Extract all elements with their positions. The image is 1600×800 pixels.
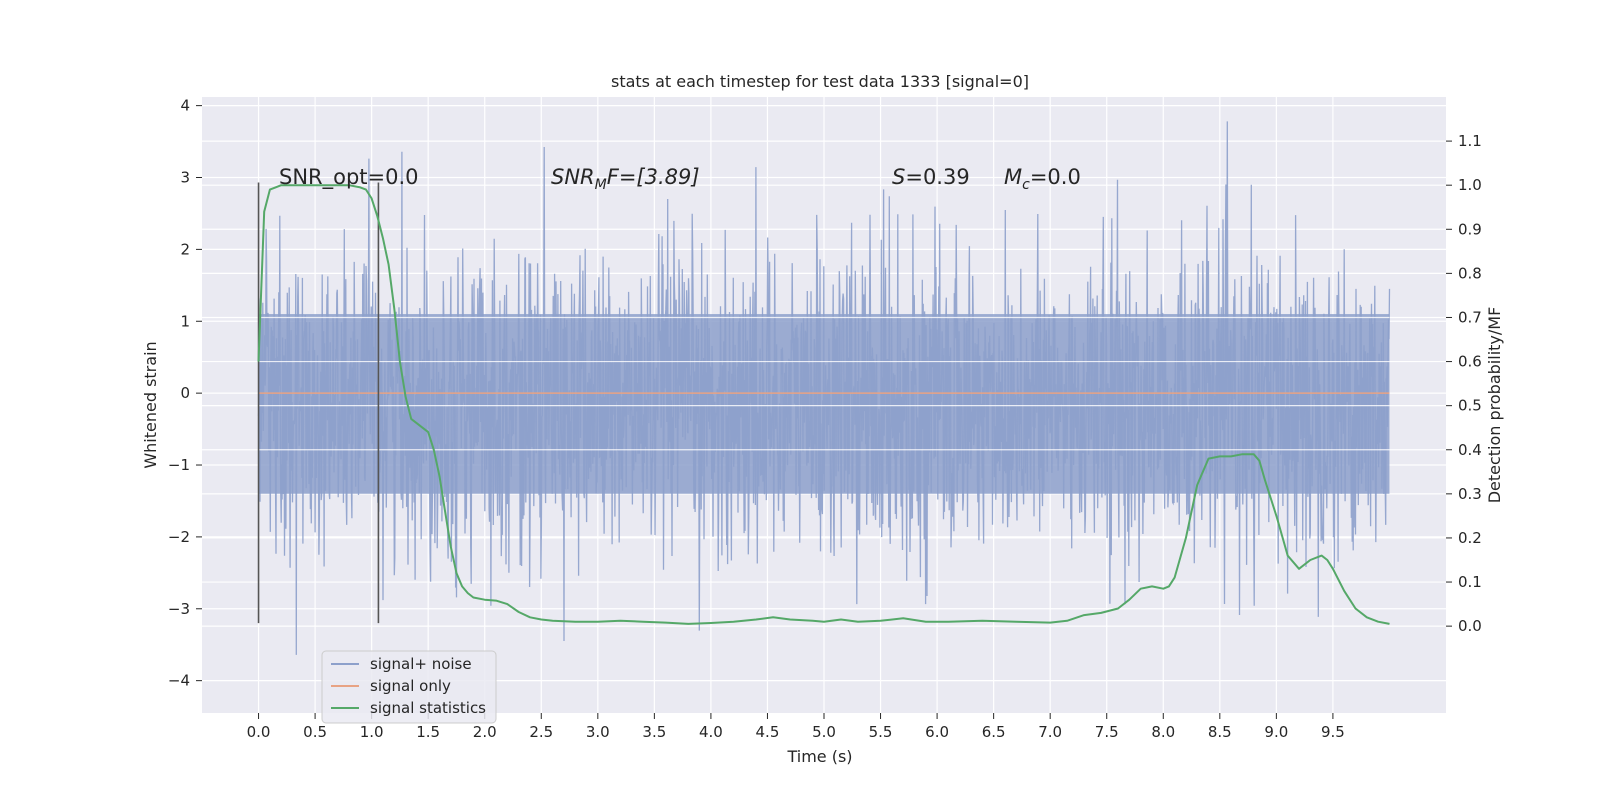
series-signal-noise [257,121,1391,655]
y2-tick-label-4: 0.4 [1458,441,1482,459]
y2-tick-label-3: 0.3 [1458,485,1482,503]
x-tick-label-3: 1.5 [416,723,440,741]
y-tick-label-8: 4 [180,97,190,115]
y2-tick-label-9: 0.9 [1458,220,1482,238]
y-axis-label: Whitened strain [141,341,160,468]
legend-label-signal-statistics: signal statistics [370,699,486,717]
annotation-snr-mf: SNRMF=[3.89] [551,165,700,193]
x-tick-label-14: 7.0 [1038,723,1062,741]
annotation-snr-mf-sub: M [595,177,607,193]
signal-statistics-line [257,184,1390,625]
y2-tick-label-8: 0.8 [1458,264,1482,282]
x-tick-label-2: 1.0 [360,723,384,741]
x-tick-label-18: 9.0 [1264,723,1288,741]
annotation-s: S=0.39 [892,165,970,189]
x-axis-ticks: 0.0 0.5 1.0 1.5 2.0 2.5 3.0 3.5 4.0 4.5 5.0 5.5 6.0 6… [247,713,1345,741]
y-tick-label-0: −4 [168,672,190,690]
annotation-snr-mf-rest: F=[3.89] [607,165,700,189]
x-tick-label-15: 7.5 [1095,723,1119,741]
x-tick-label-10: 5.0 [812,723,836,741]
x-tick-label-13: 6.5 [982,723,1006,741]
annotation-snr-mf-main: SNR [551,165,595,189]
x-tick-label-9: 4.5 [756,723,780,741]
annotation-mc-rest: =0.0 [1030,165,1081,189]
x-tick-label-1: 0.5 [303,723,327,741]
y2-tick-label-11: 1.1 [1458,132,1482,150]
y2-tick-label-2: 0.2 [1458,529,1482,547]
legend-label-signal-only: signal only [370,677,451,695]
noise-trace [257,121,1391,655]
x-axis-label: Time (s) [786,747,852,766]
annotation-mc-sub: c [1022,177,1030,193]
x-tick-label-6: 3.0 [586,723,610,741]
y2-axis-ticks: 0.0 0.1 0.2 0.3 0.4 0.5 0.6 0.7 0.8 0.9 1.0 1.1 [1446,132,1482,635]
annotation-mc-main: M [1004,165,1022,189]
y2-tick-label-0: 0.0 [1458,617,1482,635]
legend-label-signal-noise: signal+ noise [370,655,472,673]
annotation-mc: Mc=0.0 [1004,165,1081,193]
y-tick-label-3: −1 [168,456,190,474]
y-tick-label-1: −3 [168,600,190,618]
annotations: SNR_opt=0.0 SNRMF=[3.89] S=0.39 Mc=0.0 [279,165,1081,193]
y2-tick-label-6: 0.6 [1458,353,1482,371]
y-tick-label-2: −2 [168,528,190,546]
x-tick-label-11: 5.5 [869,723,893,741]
annotation-snr-opt: SNR_opt=0.0 [279,165,419,190]
x-tick-label-4: 2.0 [473,723,497,741]
y2-tick-label-1: 0.1 [1458,573,1482,591]
y-axis-ticks: −4 −3 −2 −1 0 1 2 3 4 [168,97,202,690]
x-tick-label-17: 8.5 [1208,723,1232,741]
chart-title: stats at each timestep for test data 133… [611,72,1029,91]
x-tick-label-8: 4.0 [699,723,723,741]
x-tick-label-7: 3.5 [642,723,666,741]
series-signal-statistics [257,184,1390,625]
annotation-s-rest: =0.39 [905,165,969,189]
vertical-markers [257,182,380,624]
y2-tick-label-7: 0.7 [1458,308,1482,326]
y-tick-label-7: 3 [180,169,190,187]
y-tick-label-5: 1 [180,312,190,330]
y2-axis-label: Detection probability/MF [1485,307,1504,504]
annotation-s-main: S [892,165,905,189]
legend-box [321,650,497,724]
x-tick-label-0: 0.0 [247,723,271,741]
y2-tick-label-5: 0.5 [1458,397,1482,415]
y2-tick-label-10: 1.0 [1458,176,1482,194]
x-tick-label-19: 9.5 [1321,723,1345,741]
x-tick-label-16: 8.0 [1151,723,1175,741]
y-tick-label-6: 2 [180,240,190,258]
legend: signal+ noise signal only signal statist… [321,650,497,724]
y-tick-label-4: 0 [180,384,190,402]
x-tick-label-12: 6.0 [925,723,949,741]
x-tick-label-5: 2.5 [529,723,553,741]
